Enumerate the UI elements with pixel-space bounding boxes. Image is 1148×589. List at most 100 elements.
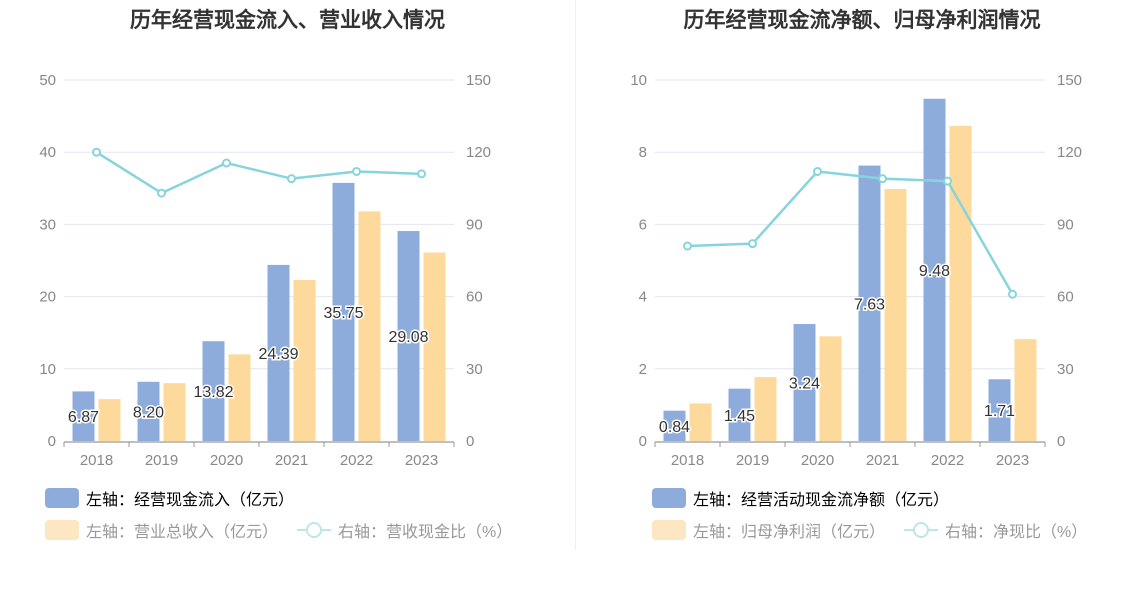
ratio-point xyxy=(813,166,822,176)
x-axis-tick-label: 2021 xyxy=(866,452,899,469)
bar-secondary xyxy=(1014,339,1037,441)
left-axis-tick-label: 50 xyxy=(39,72,56,89)
x-axis-tick-label: 2020 xyxy=(210,452,243,469)
bar-primary xyxy=(72,391,95,441)
bar-secondary xyxy=(423,252,446,441)
ratio-point xyxy=(287,174,296,184)
bar-secondary xyxy=(98,399,121,441)
x-axis-tick-label: 2018 xyxy=(80,452,113,469)
right-axis-tick-label: 150 xyxy=(466,72,491,89)
bar-primary xyxy=(663,410,686,441)
bar-data-label: 1.45 xyxy=(724,408,755,425)
right-axis-tick-label: 30 xyxy=(466,361,483,378)
right-axis-tick-label: 30 xyxy=(1057,361,1074,378)
legend-line-marker-icon xyxy=(297,520,331,540)
left-axis-tick-label: 10 xyxy=(39,361,56,378)
legend-item-cash-inflow[interactable]: 左轴：经营现金流入（亿元） xyxy=(45,486,294,510)
left-axis-tick-label: 6 xyxy=(639,216,647,233)
chart-title: 历年经营现金流净额、归母净利润情况 xyxy=(683,9,1041,32)
left-axis-tick-label: 40 xyxy=(39,144,56,161)
bar-primary xyxy=(793,324,816,441)
bar-data-label: 35.75 xyxy=(323,305,363,322)
bar-secondary xyxy=(689,403,712,441)
left-axis-tick-label: 10 xyxy=(630,72,647,89)
legend-item-net-profit[interactable]: 左轴：归母净利润（亿元） xyxy=(652,518,885,542)
left-axis-tick-label: 0 xyxy=(48,433,56,450)
legend-swatch-bar-icon xyxy=(45,520,79,540)
bar-data-label: 3.24 xyxy=(789,376,820,393)
x-axis-tick-label: 2021 xyxy=(275,452,308,469)
right-axis-tick-label: 90 xyxy=(1057,216,1074,233)
bar-primary xyxy=(332,182,355,441)
chart-plot-cash-inflow-revenue: 0 10 20 30 40 50 0 30 60 90 120 150 2018 2019 2020 2021… xyxy=(39,72,491,469)
ratio-point xyxy=(352,166,361,176)
legend-item-net-operating-cash-flow[interactable]: 左轴：经营活动现金流净额（亿元） xyxy=(652,486,949,510)
chart-panel-net-cash-flow-profit: 历年经营现金流净额、归母净利润情况 0 2 4 6 8 10 0 30 60 90 120 150 20… xyxy=(576,0,1148,550)
legend-label: 左轴：经营活动现金流净额（亿元） xyxy=(693,492,950,509)
x-axis-tick-label: 2020 xyxy=(801,452,834,469)
ratio-line xyxy=(95,151,422,195)
ratio-point xyxy=(1008,289,1017,299)
bar-data-label: 8.20 xyxy=(133,404,164,421)
legend-item-revenue[interactable]: 左轴：营业总收入（亿元） xyxy=(45,518,278,542)
left-axis-tick-label: 4 xyxy=(639,289,647,306)
left-axis-tick-label: 0 xyxy=(639,433,647,450)
bar-data-label: 13.82 xyxy=(193,384,233,401)
legend-swatch-bar-icon xyxy=(652,520,686,540)
ratio-point xyxy=(92,147,101,157)
right-axis-tick-label: 0 xyxy=(466,433,474,450)
x-axis-tick-label: 2018 xyxy=(671,452,704,469)
bar-data-label: 0.84 xyxy=(659,419,690,436)
bar-data-label: 9.48 xyxy=(919,263,950,280)
bar-primary xyxy=(923,98,946,441)
ratio-point xyxy=(683,241,692,251)
bar-primary xyxy=(137,381,160,441)
bar-primary xyxy=(728,388,751,441)
bar-data-label: 6.87 xyxy=(68,409,99,426)
bar-data-label: 1.71 xyxy=(984,403,1015,420)
legend-label: 左轴：营业总收入（亿元） xyxy=(86,524,279,541)
x-axis-tick-label: 2022 xyxy=(340,452,373,469)
bar-primary xyxy=(988,379,1011,441)
legend-label: 左轴：归母净利润（亿元） xyxy=(693,524,886,541)
bar-primary xyxy=(202,341,225,441)
legend-item-net-cash-ratio[interactable]: 右轴：净现比（%） xyxy=(904,518,1087,542)
ratio-line xyxy=(687,170,1014,295)
bar-primary xyxy=(267,264,290,441)
ratio-point xyxy=(222,158,231,168)
chart-title: 历年经营现金流入、营业收入情况 xyxy=(130,9,445,32)
x-axis-tick-label: 2019 xyxy=(145,452,178,469)
bar-secondary xyxy=(163,383,186,441)
chart-plot-net-cash-flow-profit: 0 2 4 6 8 10 0 30 60 90 120 150 2018 2019 2020 2021 2022… xyxy=(630,72,1082,469)
ratio-point xyxy=(878,174,887,184)
bar-secondary xyxy=(949,125,972,442)
left-axis-tick-label: 30 xyxy=(39,216,56,233)
left-axis-tick-label: 8 xyxy=(639,144,647,161)
bar-secondary xyxy=(819,336,842,441)
bar-secondary xyxy=(754,377,777,441)
bar-secondary xyxy=(358,211,381,441)
x-axis-tick-label: 2022 xyxy=(931,452,964,469)
right-axis-tick-label: 150 xyxy=(1057,72,1082,89)
ratio-point xyxy=(417,169,426,179)
x-axis-tick-label: 2023 xyxy=(996,452,1029,469)
legend-item-revenue-cash-ratio[interactable]: 右轴：营收现金比（%） xyxy=(297,518,512,542)
chart-panel-cash-inflow-revenue: 历年经营现金流入、营业收入情况 0 10 20 30 40 50 0 30 60 90 120 150… xyxy=(0,0,575,550)
right-axis-tick-label: 90 xyxy=(466,216,483,233)
right-axis-tick-label: 60 xyxy=(1057,289,1074,306)
bar-secondary xyxy=(228,354,251,441)
right-axis-tick-label: 60 xyxy=(466,289,483,306)
legend-line-marker-icon xyxy=(904,520,938,540)
legend-swatch-bar-icon xyxy=(45,488,79,508)
x-axis-tick-label: 2019 xyxy=(736,452,769,469)
right-axis-tick-label: 0 xyxy=(1057,433,1065,450)
panel-divider xyxy=(575,0,576,550)
bar-secondary xyxy=(293,279,316,441)
right-axis-tick-label: 120 xyxy=(466,144,491,161)
x-axis-tick-label: 2023 xyxy=(405,452,438,469)
right-axis-tick-label: 120 xyxy=(1057,144,1082,161)
legend-label: 左轴：经营现金流入（亿元） xyxy=(86,492,295,509)
legend-swatch-bar-icon xyxy=(652,488,686,508)
bar-primary xyxy=(397,231,420,441)
left-axis-tick-label: 20 xyxy=(39,289,56,306)
